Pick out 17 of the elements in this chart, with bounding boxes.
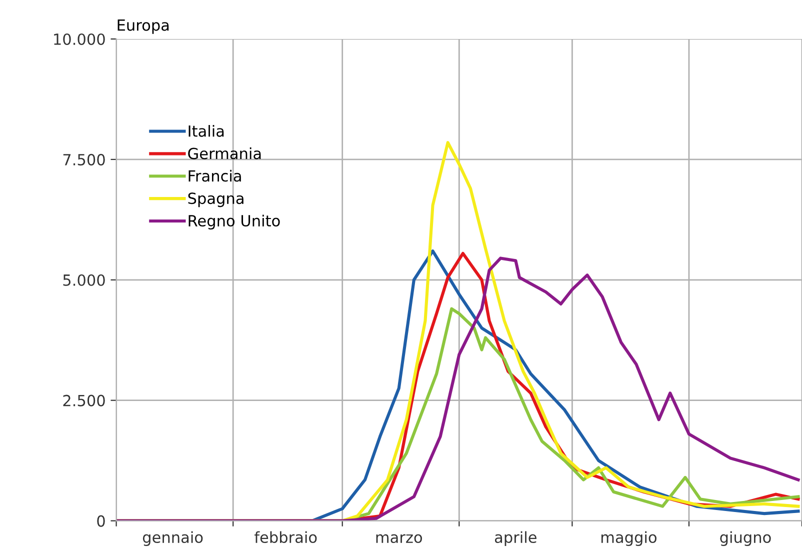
legend-label: Francia (188, 170, 241, 182)
y-tick-label: 2.500 (63, 394, 105, 406)
legend-label: Italia (188, 125, 224, 137)
y-tick-label: 0 (97, 515, 105, 527)
y-tick-label: 5.000 (63, 274, 105, 286)
legend-label: Germania (188, 147, 261, 160)
x-tick-label: febbraio (254, 531, 317, 544)
legend-label: Regno Unito (188, 214, 280, 230)
chart-title: Europa (118, 20, 169, 34)
y-tick-label: 10.000 (54, 33, 105, 46)
x-tick-label: maggio (601, 531, 656, 546)
x-tick-label: marzo (376, 534, 422, 544)
x-tick-label: giugno (720, 531, 771, 546)
x-tick-label: gennaio (142, 531, 203, 546)
legend-label: Spagna (188, 192, 244, 208)
x-tick-label: aprile (494, 531, 536, 546)
y-tick-label: 7.500 (63, 154, 105, 166)
